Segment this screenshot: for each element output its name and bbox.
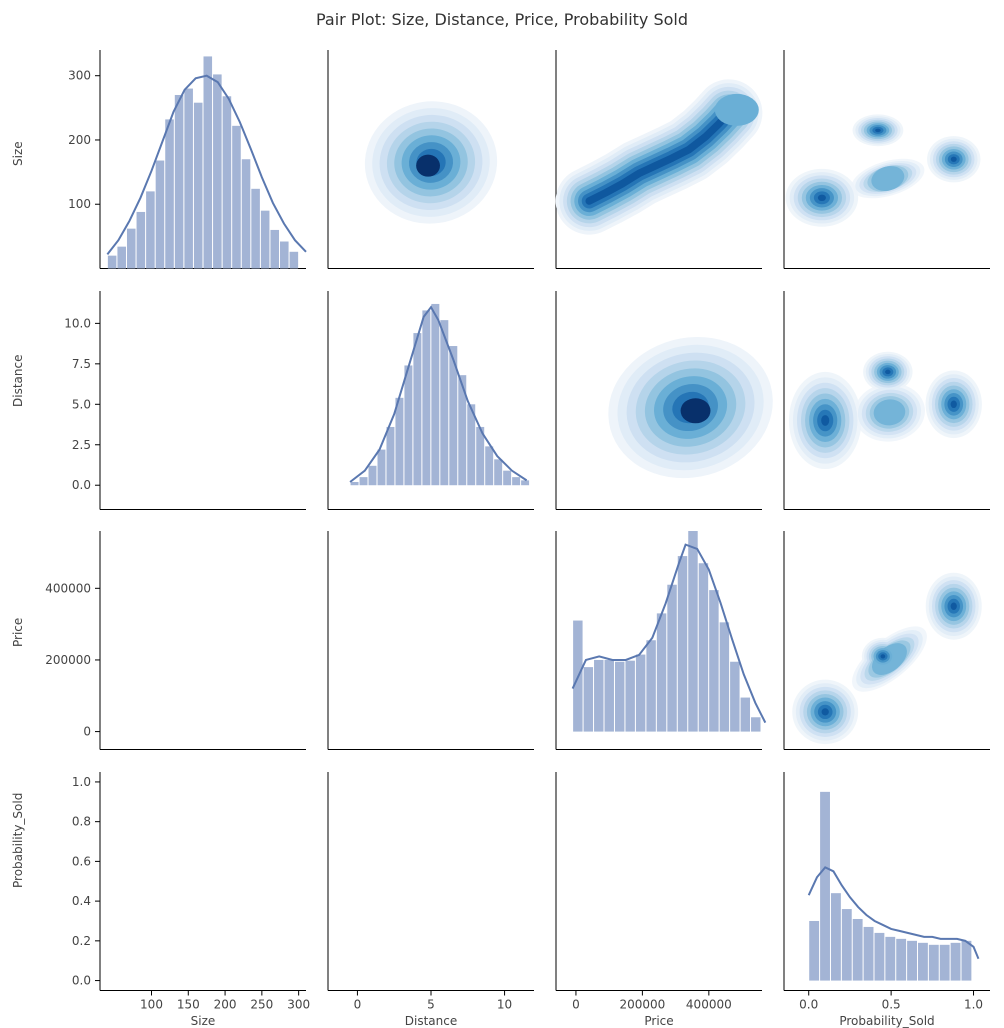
svg-text:0.0: 0.0 xyxy=(72,973,91,987)
svg-text:200000: 200000 xyxy=(45,653,91,667)
svg-text:7.5: 7.5 xyxy=(72,356,91,370)
svg-text:200: 200 xyxy=(68,133,91,147)
cell-0-0: 100200300 xyxy=(100,50,306,269)
svg-text:200000: 200000 xyxy=(619,997,665,1011)
svg-text:0.4: 0.4 xyxy=(72,894,91,908)
cell-1-1 xyxy=(328,291,534,510)
cell-0-1 xyxy=(328,50,534,269)
cell-1-0: 0.02.55.07.510.0 xyxy=(100,291,306,510)
cell-3-0: 0.00.20.40.60.81.0100150200250300 xyxy=(100,772,306,991)
cell-3-1: 0510 xyxy=(328,772,534,991)
row-label-0: Size xyxy=(11,150,25,166)
figure-suptitle: Pair Plot: Size, Distance, Price, Probab… xyxy=(0,10,1004,29)
svg-text:0.5: 0.5 xyxy=(882,997,901,1011)
cell-3-2: 0200000400000 xyxy=(556,772,762,991)
svg-text:0: 0 xyxy=(572,997,580,1011)
svg-text:100: 100 xyxy=(140,997,163,1011)
cell-2-2 xyxy=(556,531,762,750)
svg-text:200: 200 xyxy=(214,997,237,1011)
col-label-2: Price xyxy=(589,1014,729,1028)
svg-text:10.0: 10.0 xyxy=(64,316,91,330)
cell-0-3 xyxy=(784,50,990,269)
pairplot-grid: 1002003000.02.55.07.510.002000004000000.… xyxy=(100,50,990,990)
row-label-3: Probability_Sold xyxy=(11,872,25,888)
cell-0-2 xyxy=(556,50,762,269)
svg-text:0: 0 xyxy=(354,997,362,1011)
svg-text:250: 250 xyxy=(250,997,273,1011)
cell-2-3 xyxy=(784,531,990,750)
col-label-1: Distance xyxy=(361,1014,501,1028)
svg-text:2.5: 2.5 xyxy=(72,437,91,451)
cell-2-1 xyxy=(328,531,534,750)
cell-1-3 xyxy=(784,291,990,510)
svg-text:1.0: 1.0 xyxy=(964,997,983,1011)
cell-3-3: 0.00.51.0 xyxy=(784,772,990,991)
svg-text:0.2: 0.2 xyxy=(72,933,91,947)
svg-text:0.8: 0.8 xyxy=(72,814,91,828)
row-label-1: Distance xyxy=(11,391,25,407)
col-label-3: Probability_Sold xyxy=(817,1014,957,1028)
svg-text:0.6: 0.6 xyxy=(72,854,91,868)
cell-2-0: 0200000400000 xyxy=(100,531,306,750)
svg-text:0.0: 0.0 xyxy=(72,478,91,492)
svg-text:1.0: 1.0 xyxy=(72,774,91,788)
svg-text:300: 300 xyxy=(68,69,91,83)
col-label-0: Size xyxy=(133,1014,273,1028)
svg-text:300: 300 xyxy=(287,997,310,1011)
svg-text:400000: 400000 xyxy=(686,997,732,1011)
svg-text:100: 100 xyxy=(68,197,91,211)
svg-text:10: 10 xyxy=(497,997,512,1011)
pairplot-figure: Pair Plot: Size, Distance, Price, Probab… xyxy=(0,0,1004,1021)
svg-text:0: 0 xyxy=(83,725,91,739)
svg-text:150: 150 xyxy=(177,997,200,1011)
svg-text:0.0: 0.0 xyxy=(799,997,818,1011)
svg-text:400000: 400000 xyxy=(45,581,91,595)
svg-text:5.0: 5.0 xyxy=(72,397,91,411)
cell-1-2 xyxy=(556,291,762,510)
svg-text:5: 5 xyxy=(427,997,435,1011)
row-label-2: Price xyxy=(11,631,25,647)
